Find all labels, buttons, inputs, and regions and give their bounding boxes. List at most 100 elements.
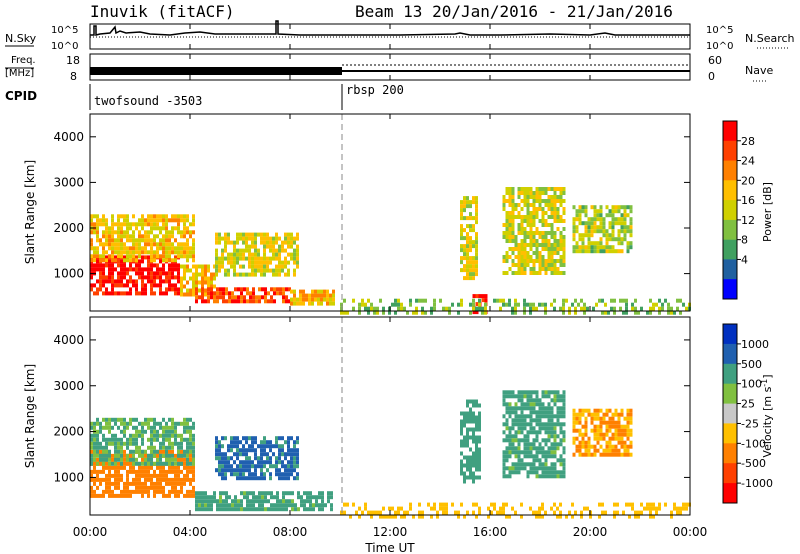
velocity-region-1-cell	[189, 425, 192, 430]
power-colorbar-segment	[723, 200, 737, 221]
power-region-0-cell	[123, 271, 126, 276]
velocity-region-2-cell	[240, 491, 243, 496]
power-region-1-cell	[138, 238, 141, 243]
velocity-region-1-cell	[90, 441, 93, 446]
power-region-3-cell	[243, 287, 246, 292]
velocity-colorbar-segment	[723, 423, 737, 444]
power-region-9-cell	[608, 213, 612, 218]
power-region-3-cell	[195, 287, 198, 292]
power-region-6-cell	[475, 232, 478, 237]
power-region-0-cell	[123, 255, 126, 260]
power-region-8-cell	[520, 191, 524, 195]
power-region-8-cell	[562, 271, 566, 275]
power-region-4-cell	[323, 289, 326, 294]
velocity-region-5-cell	[517, 438, 521, 443]
velocity-region-0-cell	[99, 493, 102, 498]
velocity-region-1-cell	[183, 453, 186, 458]
velocity-region-4-cell	[460, 439, 463, 444]
velocity-region-1-cell	[189, 429, 192, 434]
power-region-8-cell	[538, 207, 542, 211]
power-region-0-cell	[105, 291, 108, 296]
velocity-region-1-cell	[174, 429, 177, 434]
power-region-9-cell	[611, 209, 615, 214]
velocity-region-1-cell	[96, 449, 99, 454]
power-region-1-cell	[93, 254, 96, 259]
velocity-colorbar-tick-label: -100	[741, 437, 766, 450]
velocity-region-6-cell	[620, 452, 624, 457]
velocity-region-1-cell	[126, 425, 129, 430]
velocity-region-0-cell	[99, 481, 102, 486]
velocity-region-0-cell	[111, 493, 114, 498]
velocity-region-5-cell	[535, 458, 539, 463]
power-region-0-cell	[105, 255, 108, 260]
power-region-5-cell	[236, 260, 239, 265]
power-region-5-cell	[233, 244, 236, 249]
velocity-region-3-cell	[272, 464, 275, 469]
velocity-region-2-cell	[240, 503, 243, 508]
power-region-8-cell	[532, 231, 536, 235]
velocity-region-0-cell	[177, 493, 180, 498]
power-region-1-cell	[138, 242, 141, 247]
velocity-region-1-cell	[174, 461, 177, 466]
velocity-region-1-cell	[123, 433, 126, 438]
power-region-0-cell	[117, 279, 120, 284]
power-region-0-cell	[111, 279, 114, 284]
power-region-2-cell	[192, 288, 195, 293]
power-region-1-cell	[129, 250, 132, 255]
power-region-5-cell	[242, 272, 245, 277]
velocity-region-4-cell	[472, 427, 475, 432]
velocity-region-0-cell	[99, 461, 102, 466]
power-region-8-cell	[523, 219, 527, 223]
power-region-10-cell	[415, 310, 418, 315]
velocity-region-7-cell	[457, 510, 460, 515]
velocity-region-1-cell	[141, 449, 144, 454]
power-region-5-cell	[290, 240, 293, 245]
velocity-region-0-cell	[144, 481, 147, 486]
power-region-8-cell	[514, 203, 518, 207]
power-region-8-cell	[550, 203, 554, 207]
velocity-region-5-cell	[550, 466, 554, 471]
nave-tick-top: 60	[708, 54, 722, 67]
power-region-9-cell	[596, 241, 600, 246]
velocity-region-7-cell	[679, 510, 682, 515]
velocity-region-1-cell	[153, 433, 156, 438]
velocity-region-1-cell	[147, 453, 150, 458]
power-region-10-cell	[604, 310, 607, 315]
power-region-6-cell	[469, 224, 472, 229]
velocity-region-0-cell	[177, 477, 180, 482]
power-region-1-cell	[99, 222, 102, 227]
power-region-3-cell	[243, 299, 246, 304]
power-region-3-cell	[285, 295, 288, 300]
velocity-region-2-cell	[294, 503, 297, 508]
power-region-5-cell	[233, 252, 236, 257]
power-region-10-cell	[457, 310, 460, 315]
velocity-region-0-cell	[120, 489, 123, 494]
power-region-1-cell	[108, 254, 111, 259]
power-region-6-cell	[475, 244, 478, 249]
velocity-region-4-cell	[460, 443, 463, 448]
velocity-ytick-label: 1000	[53, 470, 84, 484]
power-region-1-cell	[120, 230, 123, 235]
power-region-8-cell	[550, 271, 554, 275]
power-region-1-cell	[144, 250, 147, 255]
power-region-0-cell	[177, 275, 180, 280]
power-region-0-cell	[153, 279, 156, 284]
velocity-region-0-cell	[162, 465, 165, 470]
power-region-10-cell	[511, 310, 514, 315]
velocity-region-0-cell	[129, 465, 132, 470]
velocity-region-7-cell	[421, 510, 424, 515]
power-region-5-cell	[260, 260, 263, 265]
power-region-5-cell	[236, 272, 239, 277]
velocity-region-5-cell	[514, 434, 518, 439]
velocity-region-6-cell	[614, 408, 618, 413]
velocity-region-5-cell	[502, 422, 506, 427]
power-region-8-cell	[523, 199, 527, 203]
power-region-5-cell	[275, 264, 278, 269]
velocity-region-6-cell	[617, 452, 621, 457]
velocity-region-5-cell	[520, 426, 524, 431]
velocity-region-0-cell	[102, 477, 105, 482]
power-region-1-cell	[114, 230, 117, 235]
power-region-8-cell	[556, 207, 560, 211]
velocity-region-5-cell	[502, 414, 506, 419]
velocity-region-6-cell	[572, 408, 576, 413]
